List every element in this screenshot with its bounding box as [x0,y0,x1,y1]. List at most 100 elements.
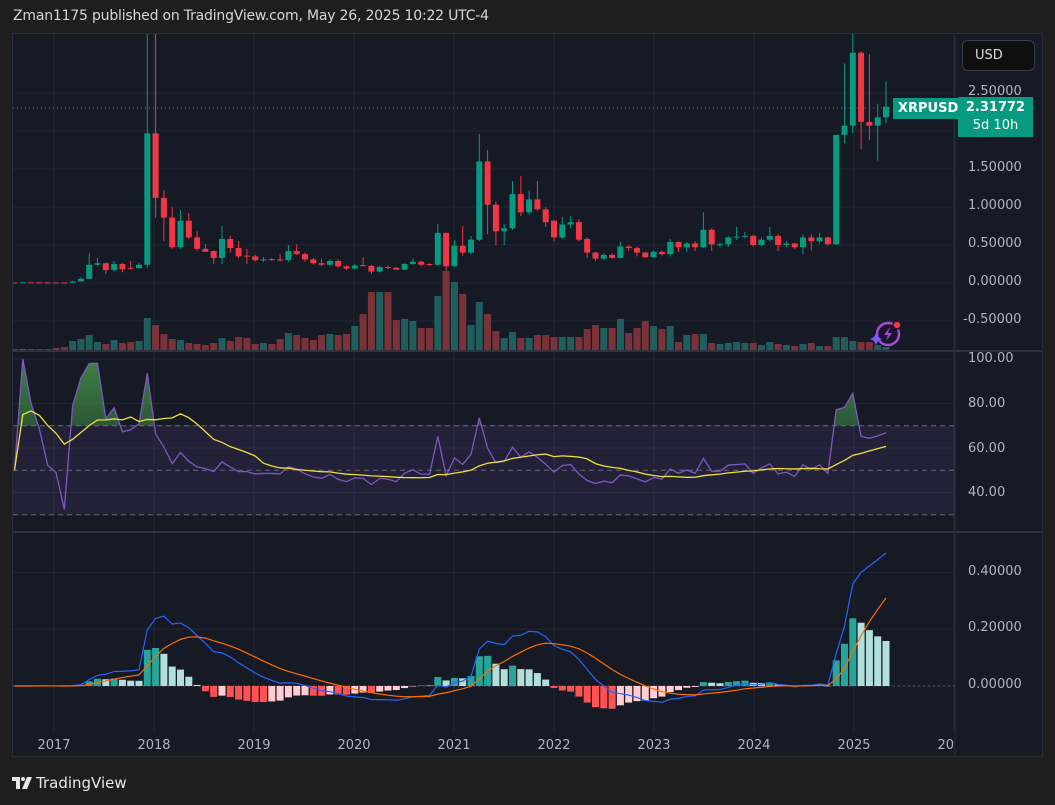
candle-body [559,224,566,238]
last-price: 2.31772 [965,100,1026,115]
volume-bar [716,344,724,350]
price-tick: 0.50000 [968,236,1022,251]
candle-body [592,252,599,259]
candle-body [426,264,433,265]
candle-body [393,267,400,270]
volume-bar [35,349,43,350]
macd-signal-line [14,597,887,698]
candle-body [824,237,831,245]
volume-bar [724,343,732,350]
candle-body [326,260,333,265]
volume-bar [426,328,433,350]
candle-body [343,266,350,269]
macd-histogram-bar [475,656,483,686]
volume-bar [210,343,218,350]
candle-body [243,255,250,257]
candle-body [202,248,209,252]
macd-histogram-bar [127,680,135,686]
candle-body [69,281,76,283]
candle-body [476,161,483,240]
volume-bar [401,319,409,350]
candle-body [733,236,740,238]
macd-histogram-bar [882,640,890,686]
macd-histogram-bar [841,643,848,686]
time-tick: 2021 [437,738,471,753]
volume-bar [177,340,184,350]
volume-bar [625,333,633,350]
macd-histogram-bar [500,669,508,686]
candle-body [36,282,43,284]
volume-bar [309,340,317,350]
volume-bar [500,338,508,350]
time-tick: 2026 [937,738,955,753]
candle-body [791,243,798,248]
time-axis[interactable]: 2017 2018 2019 2020 2021 2022 2023 2024 … [12,0,955,805]
price-tick: -0.50000 [963,312,1022,327]
volume-bar [326,334,334,350]
volume-bars [13,271,890,350]
candle-body [692,243,699,248]
volume-bar [392,320,400,350]
volume-bar [467,325,475,350]
candle-body [667,241,674,255]
volume-bar [118,343,126,350]
candle-body [600,254,607,259]
candle-body [194,237,201,249]
volume-bar [791,346,799,350]
candle-body [808,237,815,242]
macd-histogram-bar [110,678,118,686]
volume-bar [882,347,890,350]
candle-body [775,235,782,245]
volume-bar [533,335,541,350]
candle-body [700,229,707,248]
candle-body [833,134,840,245]
macd-histogram-bar [235,686,243,700]
candle-body [816,237,823,242]
volume-bar [509,332,516,350]
volume-bar [849,341,857,350]
volume-bar [384,292,392,350]
candle-body [783,243,790,245]
volume-bar [650,326,658,350]
candle-body [509,194,516,229]
candle-body [617,246,624,258]
candle-body [169,217,176,248]
publisher-line: Zman1175 published on TradingView.com, M… [13,8,489,24]
candle-body [409,261,416,264]
macd-histogram-bar [243,686,251,701]
volume-bar [367,292,375,350]
volume-bar [243,338,251,350]
volume-bar [459,294,467,350]
candle-body [19,282,26,284]
candle-body [144,133,151,265]
tradingview-logo[interactable]: TradingView [12,774,127,792]
macd-histogram-bar [143,649,151,686]
currency-button[interactable]: USD [962,40,1035,71]
candle-body [567,222,574,225]
assistant-sparkle-icon[interactable] [870,320,902,347]
candle-body [277,259,284,261]
volume-bar [143,318,151,350]
candle-body [517,194,524,213]
macd-histogram-bar [699,682,707,686]
macd-histogram-bar [575,686,583,697]
volume-bar [13,349,18,350]
symbol-label: XRPUSD [893,98,964,119]
candle-body [302,254,308,260]
candle-body [210,251,217,258]
candle-body [675,241,682,248]
candle-body [268,259,275,261]
volume-bar [841,337,848,350]
candle-body [235,248,242,257]
volume-bar [52,348,60,350]
macd-histogram-bar [201,686,209,692]
candle-body [285,251,292,261]
candle-body [119,264,126,270]
candle-body [766,235,773,240]
macd-histogram-bar [492,663,500,686]
price-tick: 1.50000 [968,160,1022,175]
volume-bar [44,349,52,350]
bar-countdown: 5d 10h [972,118,1019,133]
macd-histogram-bar [309,686,317,696]
